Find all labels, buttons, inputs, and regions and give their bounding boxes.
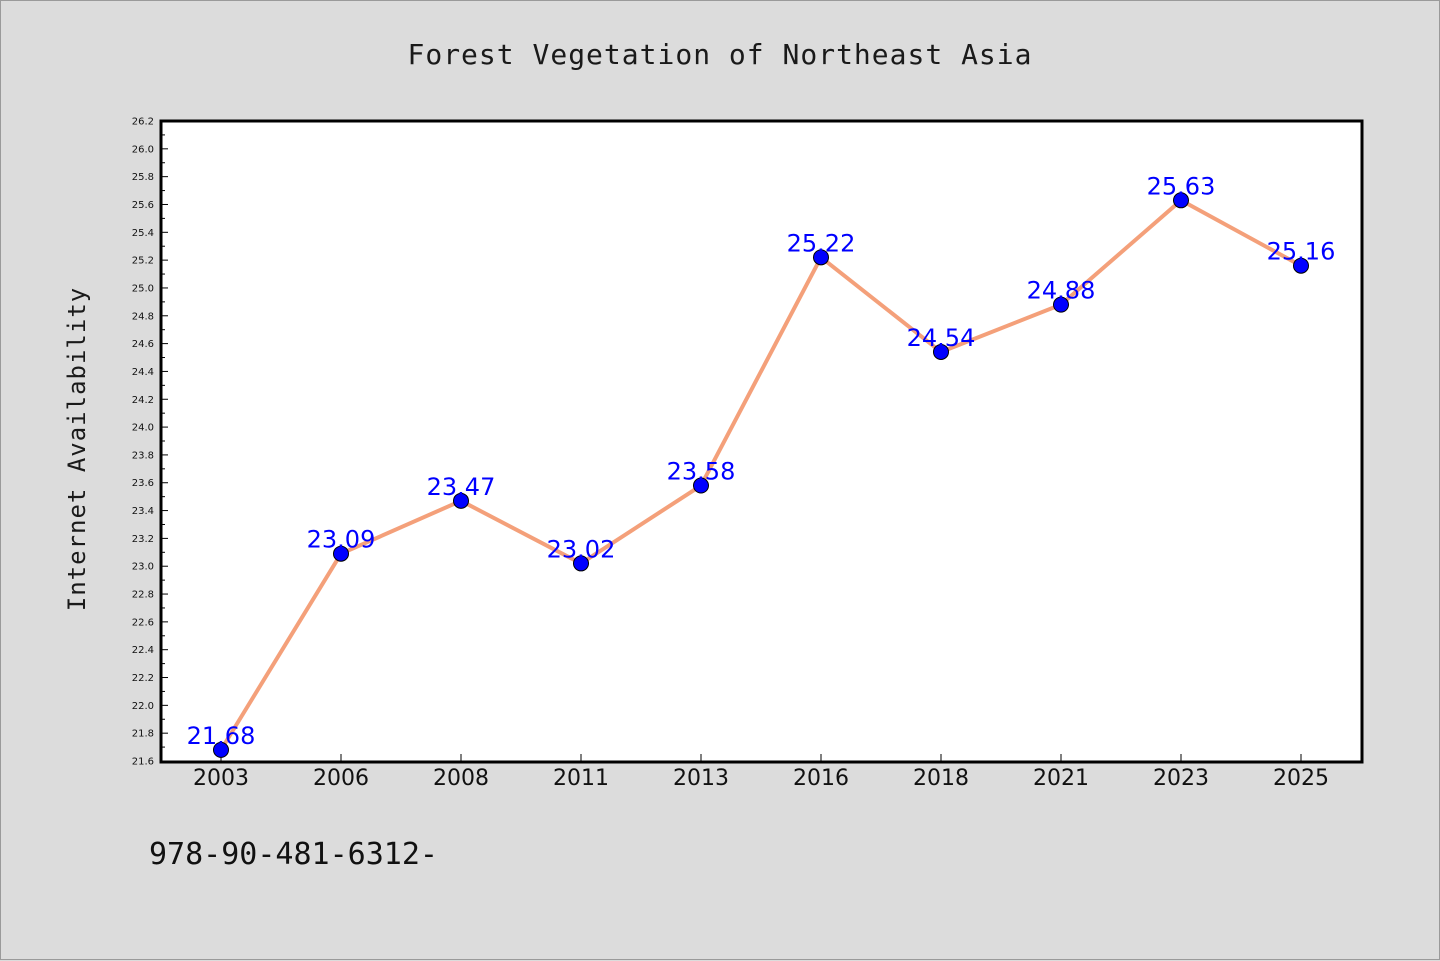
y-tick-label: 24.0 bbox=[132, 423, 154, 434]
data-point bbox=[333, 545, 349, 562]
y-tick-label: 22.4 bbox=[132, 645, 154, 656]
data-point bbox=[1053, 296, 1069, 313]
y-tick-label: 21.8 bbox=[132, 729, 154, 740]
y-tick-label: 26.2 bbox=[132, 117, 154, 128]
y-tick-label: 23.4 bbox=[132, 506, 154, 517]
data-label: 24.54 bbox=[907, 324, 976, 352]
data-label: 25.22 bbox=[787, 229, 856, 257]
footer-code: 978-90-481-6312- bbox=[149, 837, 438, 872]
x-tick-label: 2023 bbox=[1153, 766, 1209, 791]
y-tick-label: 21.6 bbox=[132, 757, 154, 768]
x-tick-label: 2013 bbox=[673, 766, 729, 791]
x-tick-label: 2021 bbox=[1033, 766, 1089, 791]
data-label: 24.88 bbox=[1027, 277, 1096, 305]
y-tick-label: 25.0 bbox=[132, 283, 154, 294]
data-point bbox=[693, 477, 709, 494]
data-label: 21.68 bbox=[187, 722, 256, 750]
x-tick-label: 2016 bbox=[793, 766, 849, 791]
y-tick-label: 22.0 bbox=[132, 701, 154, 712]
data-labels: 21.68 23.09 23.47 23.02 23.58 25.22 24.54 24.88… bbox=[187, 172, 1336, 750]
x-tick-label: 2025 bbox=[1273, 766, 1329, 791]
chart-title: Forest Vegetation of Northeast Asia bbox=[407, 38, 1032, 71]
data-point bbox=[573, 555, 589, 572]
y-tick-label: 24.8 bbox=[132, 311, 154, 322]
data-label: 23.58 bbox=[667, 458, 736, 486]
plot-area bbox=[161, 121, 1362, 762]
data-point bbox=[213, 741, 229, 758]
data-label: 25.16 bbox=[1267, 238, 1336, 266]
data-label: 23.09 bbox=[307, 526, 376, 554]
x-axis: 2003 2006 2008 2011 2013 2016 2018 2021 2023 2025 bbox=[193, 754, 1329, 791]
y-tick-label: 23.8 bbox=[132, 450, 154, 461]
data-label: 23.02 bbox=[547, 535, 616, 563]
x-tick-label: 2008 bbox=[433, 766, 489, 791]
y-tick-label: 24.4 bbox=[132, 367, 154, 378]
data-point bbox=[813, 249, 829, 266]
data-label: 23.47 bbox=[427, 473, 496, 501]
data-point bbox=[1293, 257, 1309, 274]
plot-frame bbox=[159, 119, 1364, 764]
x-tick-label: 2011 bbox=[553, 766, 609, 791]
y-tick-label: 25.2 bbox=[132, 256, 154, 267]
y-tick-label: 22.6 bbox=[132, 617, 154, 628]
y-tick-label: 23.0 bbox=[132, 562, 154, 573]
y-tick-label: 24.6 bbox=[132, 339, 154, 350]
y-axis: 21.6 21.8 22.0 22.2 22.4 22.6 22.8 23.0 23.2 23.4… bbox=[132, 117, 168, 768]
y-tick-label: 25.4 bbox=[132, 228, 154, 239]
y-tick-label: 22.8 bbox=[132, 590, 154, 601]
data-label: 25.63 bbox=[1147, 172, 1216, 200]
y-tick-label: 23.6 bbox=[132, 478, 154, 489]
x-tick-label: 2006 bbox=[313, 766, 369, 791]
x-tick-label: 2003 bbox=[193, 766, 249, 791]
y-axis-label: Internet Availability bbox=[63, 287, 91, 611]
y-tick-label: 22.2 bbox=[132, 673, 154, 684]
data-markers bbox=[213, 192, 1309, 758]
y-tick-label: 25.8 bbox=[132, 172, 154, 183]
y-tick-label: 24.2 bbox=[132, 395, 154, 406]
data-point bbox=[933, 343, 949, 360]
y-tick-label: 23.2 bbox=[132, 534, 154, 545]
data-point bbox=[1173, 192, 1189, 209]
series-line bbox=[219, 198, 1302, 751]
x-tick-label: 2018 bbox=[913, 766, 969, 791]
y-tick-label: 25.6 bbox=[132, 200, 154, 211]
data-point bbox=[453, 492, 469, 509]
y-tick-label: 26.0 bbox=[132, 144, 154, 155]
